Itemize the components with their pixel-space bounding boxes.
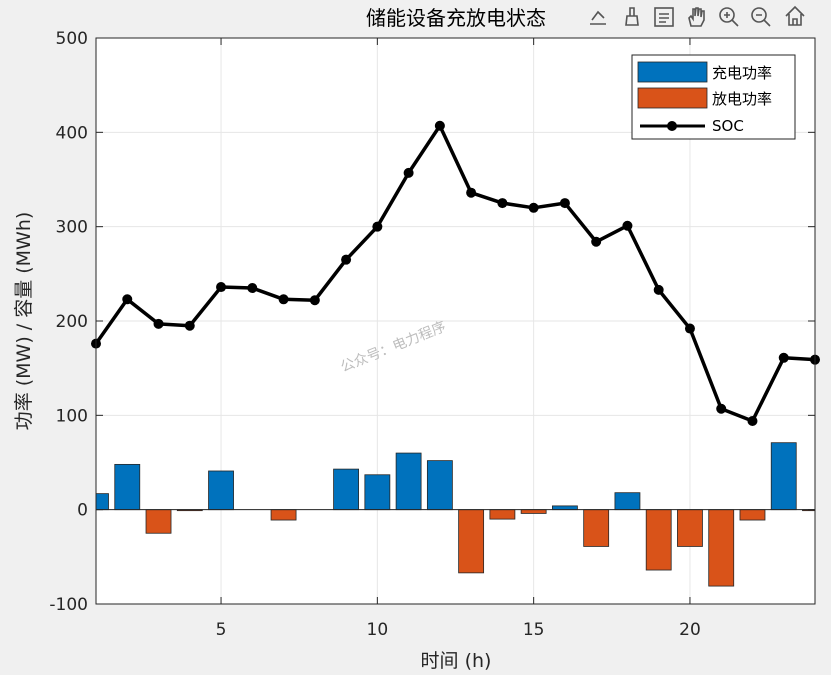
axis-ticks: 5 10 15 20 -100 0 100 200 300 400 500 <box>49 29 815 640</box>
zoom-in-icon[interactable] <box>719 7 739 27</box>
legend-swatch-discharge <box>637 87 708 109</box>
x-axis-label: 时间 (h) <box>421 650 492 672</box>
charge-bar <box>208 470 234 511</box>
discharge-bar <box>489 509 516 520</box>
charge-bar <box>552 505 578 511</box>
soc-point <box>747 415 758 426</box>
home-icon[interactable] <box>785 5 805 26</box>
soc-point <box>434 120 445 131</box>
y-tick-label: 200 <box>56 312 88 332</box>
x-tick-label: 5 <box>216 620 227 640</box>
soc-line <box>94 123 816 423</box>
soc-point <box>341 254 352 265</box>
soc-point <box>528 202 539 213</box>
export-icon[interactable] <box>590 10 606 25</box>
pan-icon[interactable] <box>688 7 705 27</box>
legend-label-discharge: 放电功率 <box>712 90 772 108</box>
discharge-bar <box>583 509 610 547</box>
y-tick-label: -100 <box>49 595 88 615</box>
legend-marker-soc <box>667 121 677 131</box>
datatip-icon[interactable] <box>654 7 674 27</box>
charge-bar <box>364 474 391 511</box>
axes-box <box>95 37 816 605</box>
discharge-bar <box>708 509 735 587</box>
discharge-bar <box>520 509 547 514</box>
legend-swatch-charge <box>637 61 708 83</box>
x-tick-label: 20 <box>679 620 701 640</box>
soc-point <box>122 294 133 305</box>
charge-bar <box>96 493 109 511</box>
soc-point <box>591 236 602 247</box>
soc-point <box>778 352 789 363</box>
y-tick-label: 300 <box>56 218 88 238</box>
charge-bar <box>333 468 359 511</box>
discharge-bar <box>739 509 766 521</box>
y-tick-label: 0 <box>77 501 88 521</box>
zoom-out-icon[interactable] <box>751 7 771 27</box>
discharge-bar <box>145 509 172 534</box>
soc-point <box>278 294 289 305</box>
charge-bar <box>426 460 453 511</box>
soc-point <box>716 403 727 414</box>
soc-point <box>184 320 195 331</box>
soc-point <box>372 221 383 232</box>
discharge-bar <box>458 509 485 574</box>
soc-point <box>653 284 664 295</box>
soc-point <box>309 295 320 306</box>
brush-icon[interactable] <box>625 7 639 26</box>
soc-point <box>153 318 164 329</box>
charge-bar <box>614 492 641 511</box>
y-axis-label: 功率 (MW) / 容量 (MWh) <box>13 212 35 431</box>
soc-point <box>466 187 477 198</box>
soc-point <box>247 282 258 293</box>
soc-point <box>622 220 633 231</box>
discharge-bar <box>677 509 703 547</box>
x-tick-label: 10 <box>367 620 389 640</box>
axes-toolbar <box>590 5 805 27</box>
discharge-bar <box>270 509 297 521</box>
soc-point <box>559 198 570 209</box>
soc-point <box>684 323 695 334</box>
soc-point <box>216 282 227 293</box>
legend-label-charge: 充电功率 <box>712 64 772 82</box>
y-tick-label: 100 <box>56 406 88 426</box>
soc-point <box>403 167 414 178</box>
bars <box>96 442 815 587</box>
x-tick-label: 15 <box>523 620 545 640</box>
discharge-bar <box>645 509 672 571</box>
charge-bar <box>770 442 797 511</box>
chart-title: 储能设备充放电状态 <box>366 6 546 30</box>
soc-line-group <box>91 120 820 426</box>
legend: 充电功率 放电功率 SOC <box>631 54 796 140</box>
soc-point <box>497 198 508 209</box>
charge-bar <box>114 463 141 511</box>
y-tick-label: 400 <box>56 123 88 143</box>
legend-label-soc: SOC <box>712 117 744 135</box>
y-tick-label: 500 <box>56 29 88 49</box>
charge-bar <box>395 452 422 511</box>
